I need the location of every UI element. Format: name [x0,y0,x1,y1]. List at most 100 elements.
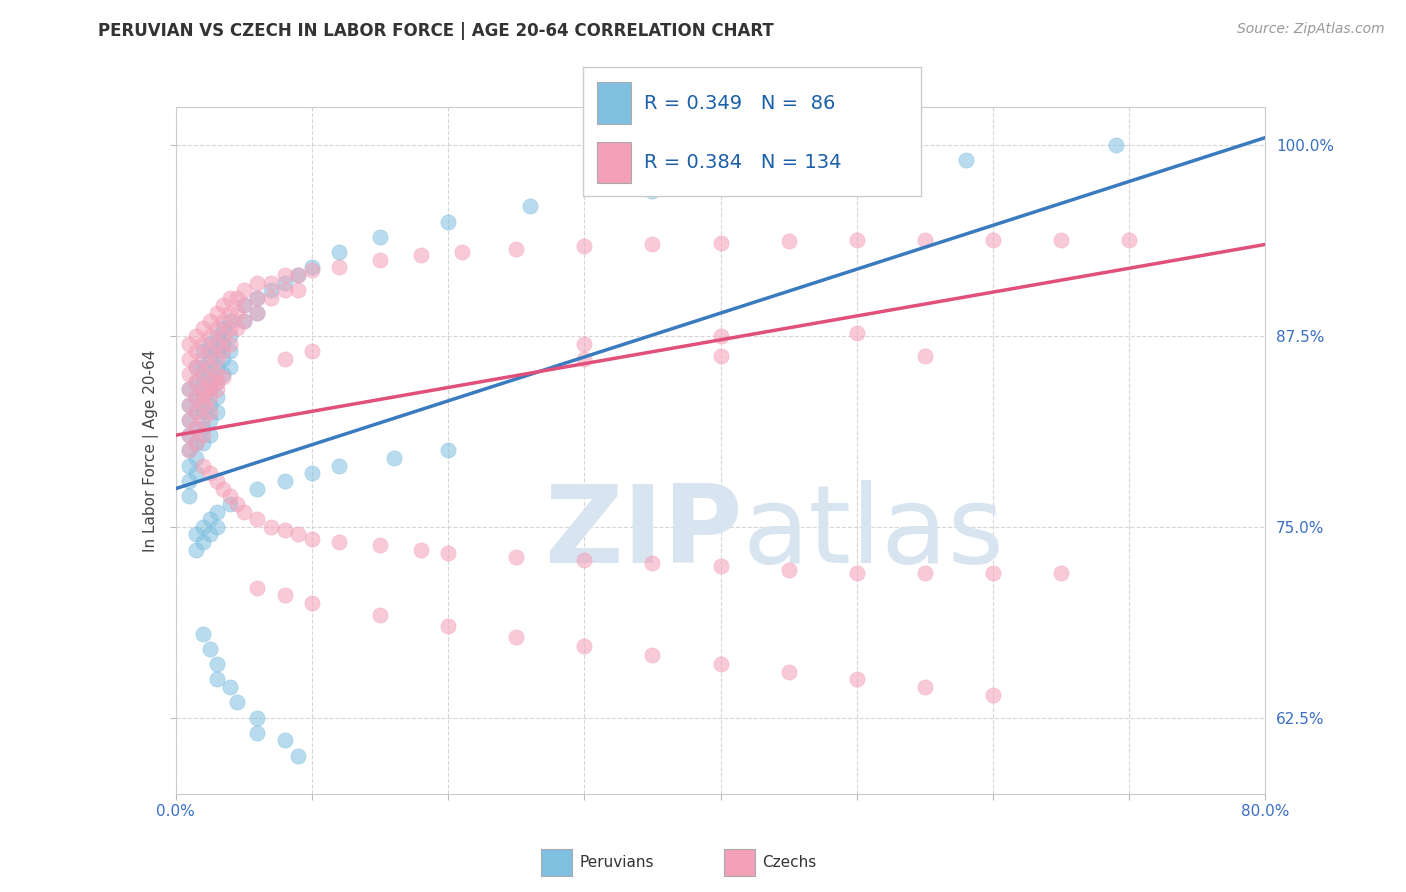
Point [198,405,221,419]
Point [914,233,936,247]
Point [205,375,228,389]
Point [246,306,269,320]
Point [641,557,664,571]
Point [219,321,242,335]
Point [186,375,208,389]
Point [205,306,228,320]
Point [328,245,350,260]
Point [246,306,269,320]
Point [246,276,269,290]
Point [191,390,214,404]
Point [232,298,254,312]
Point [186,359,208,374]
Point [191,458,214,473]
Point [437,546,460,560]
Point [845,566,868,580]
Point [191,375,214,389]
Point [198,351,221,366]
Point [301,344,323,359]
Point [212,329,235,343]
Point [437,214,460,228]
Point [710,329,733,343]
Point [191,359,214,374]
Text: ZIP: ZIP [544,480,742,586]
FancyBboxPatch shape [598,142,631,184]
Point [179,383,201,397]
Point [198,383,221,397]
Point [212,367,235,381]
Point [198,383,221,397]
Point [179,489,201,503]
Point [186,329,208,343]
Point [274,351,297,366]
Point [368,252,391,267]
Point [409,248,432,262]
Point [710,349,733,363]
Point [328,458,350,473]
Point [232,298,254,312]
Point [574,351,596,366]
Point [1104,138,1126,153]
Point [179,367,201,381]
Point [287,527,309,541]
Point [198,467,221,481]
Point [212,321,235,335]
Point [186,390,208,404]
FancyBboxPatch shape [598,82,631,124]
Point [205,375,228,389]
Point [232,314,254,328]
Point [191,428,214,442]
Text: Source: ZipAtlas.com: Source: ZipAtlas.com [1237,22,1385,37]
Point [205,504,228,518]
Point [186,390,208,404]
Point [191,367,214,381]
Point [274,283,297,297]
Point [260,283,283,297]
Point [191,420,214,434]
Point [191,405,214,419]
Point [232,504,254,518]
Text: Peruvians: Peruvians [579,855,654,870]
Point [246,710,269,724]
Point [574,239,596,253]
Point [205,657,228,672]
Point [205,673,228,687]
Point [246,581,269,595]
Point [191,336,214,351]
Point [179,413,201,427]
Point [301,467,323,481]
Point [198,344,221,359]
Point [198,390,221,404]
Point [287,748,309,763]
Point [198,398,221,412]
Point [301,596,323,610]
Point [219,344,242,359]
Point [198,336,221,351]
Text: R = 0.349   N =  86: R = 0.349 N = 86 [644,94,835,112]
Point [778,235,800,249]
Point [186,467,208,481]
Point [191,351,214,366]
Point [260,276,283,290]
Point [845,233,868,247]
Point [246,726,269,740]
Y-axis label: In Labor Force | Age 20-64: In Labor Force | Age 20-64 [143,350,159,551]
Point [450,245,472,260]
Point [205,474,228,488]
Point [212,298,235,312]
Point [212,351,235,366]
Point [191,413,214,427]
Point [274,523,297,537]
Text: PERUVIAN VS CZECH IN LABOR FORCE | AGE 20-64 CORRELATION CHART: PERUVIAN VS CZECH IN LABOR FORCE | AGE 2… [98,22,775,40]
Point [219,291,242,305]
Point [205,359,228,374]
Point [226,321,249,335]
Point [179,383,201,397]
Point [226,291,249,305]
Point [287,268,309,282]
Point [710,559,733,574]
Point [641,648,664,662]
Point [710,235,733,250]
Point [212,314,235,328]
Point [778,169,800,183]
